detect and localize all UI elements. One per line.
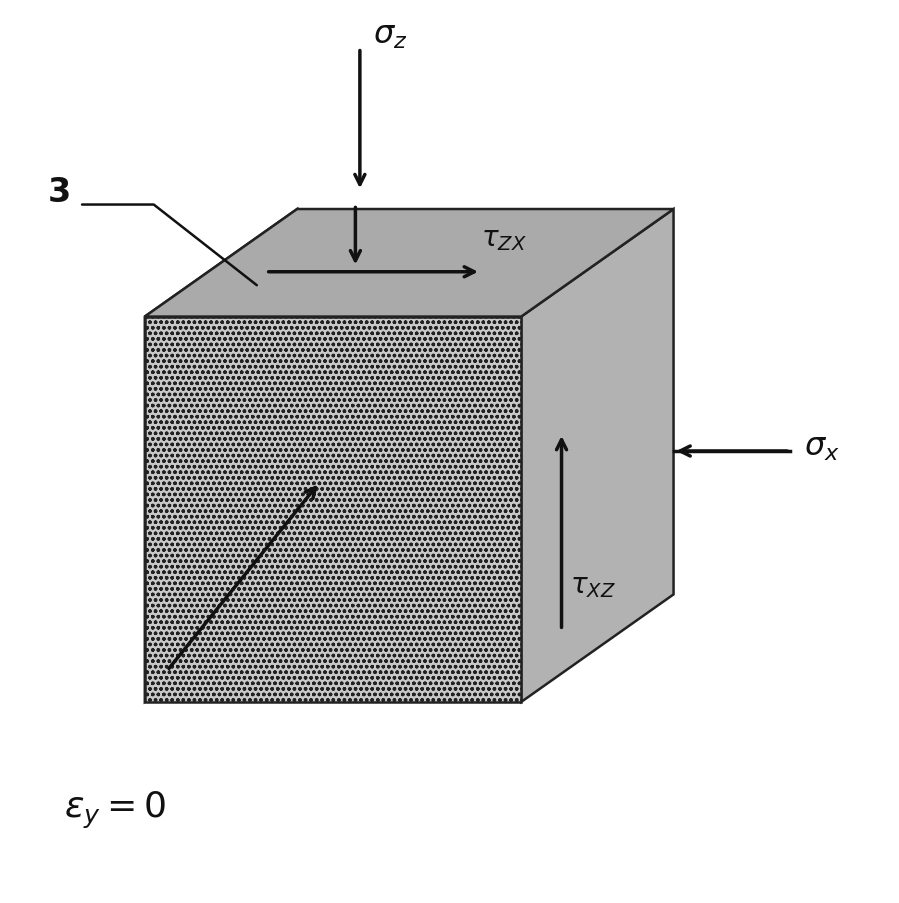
Text: $\tau_{XZ}$: $\tau_{XZ}$ [571, 572, 616, 600]
Polygon shape [521, 209, 673, 703]
Polygon shape [145, 317, 521, 703]
Text: $\tau_{ZX}$: $\tau_{ZX}$ [481, 225, 527, 253]
Text: $\sigma_z$: $\sigma_z$ [373, 20, 408, 51]
Polygon shape [145, 209, 298, 703]
Polygon shape [145, 209, 673, 317]
Text: 3: 3 [48, 175, 71, 209]
Text: $\sigma_x$: $\sigma_x$ [804, 432, 839, 462]
Text: $\varepsilon_y{=}0$: $\varepsilon_y{=}0$ [64, 789, 166, 830]
